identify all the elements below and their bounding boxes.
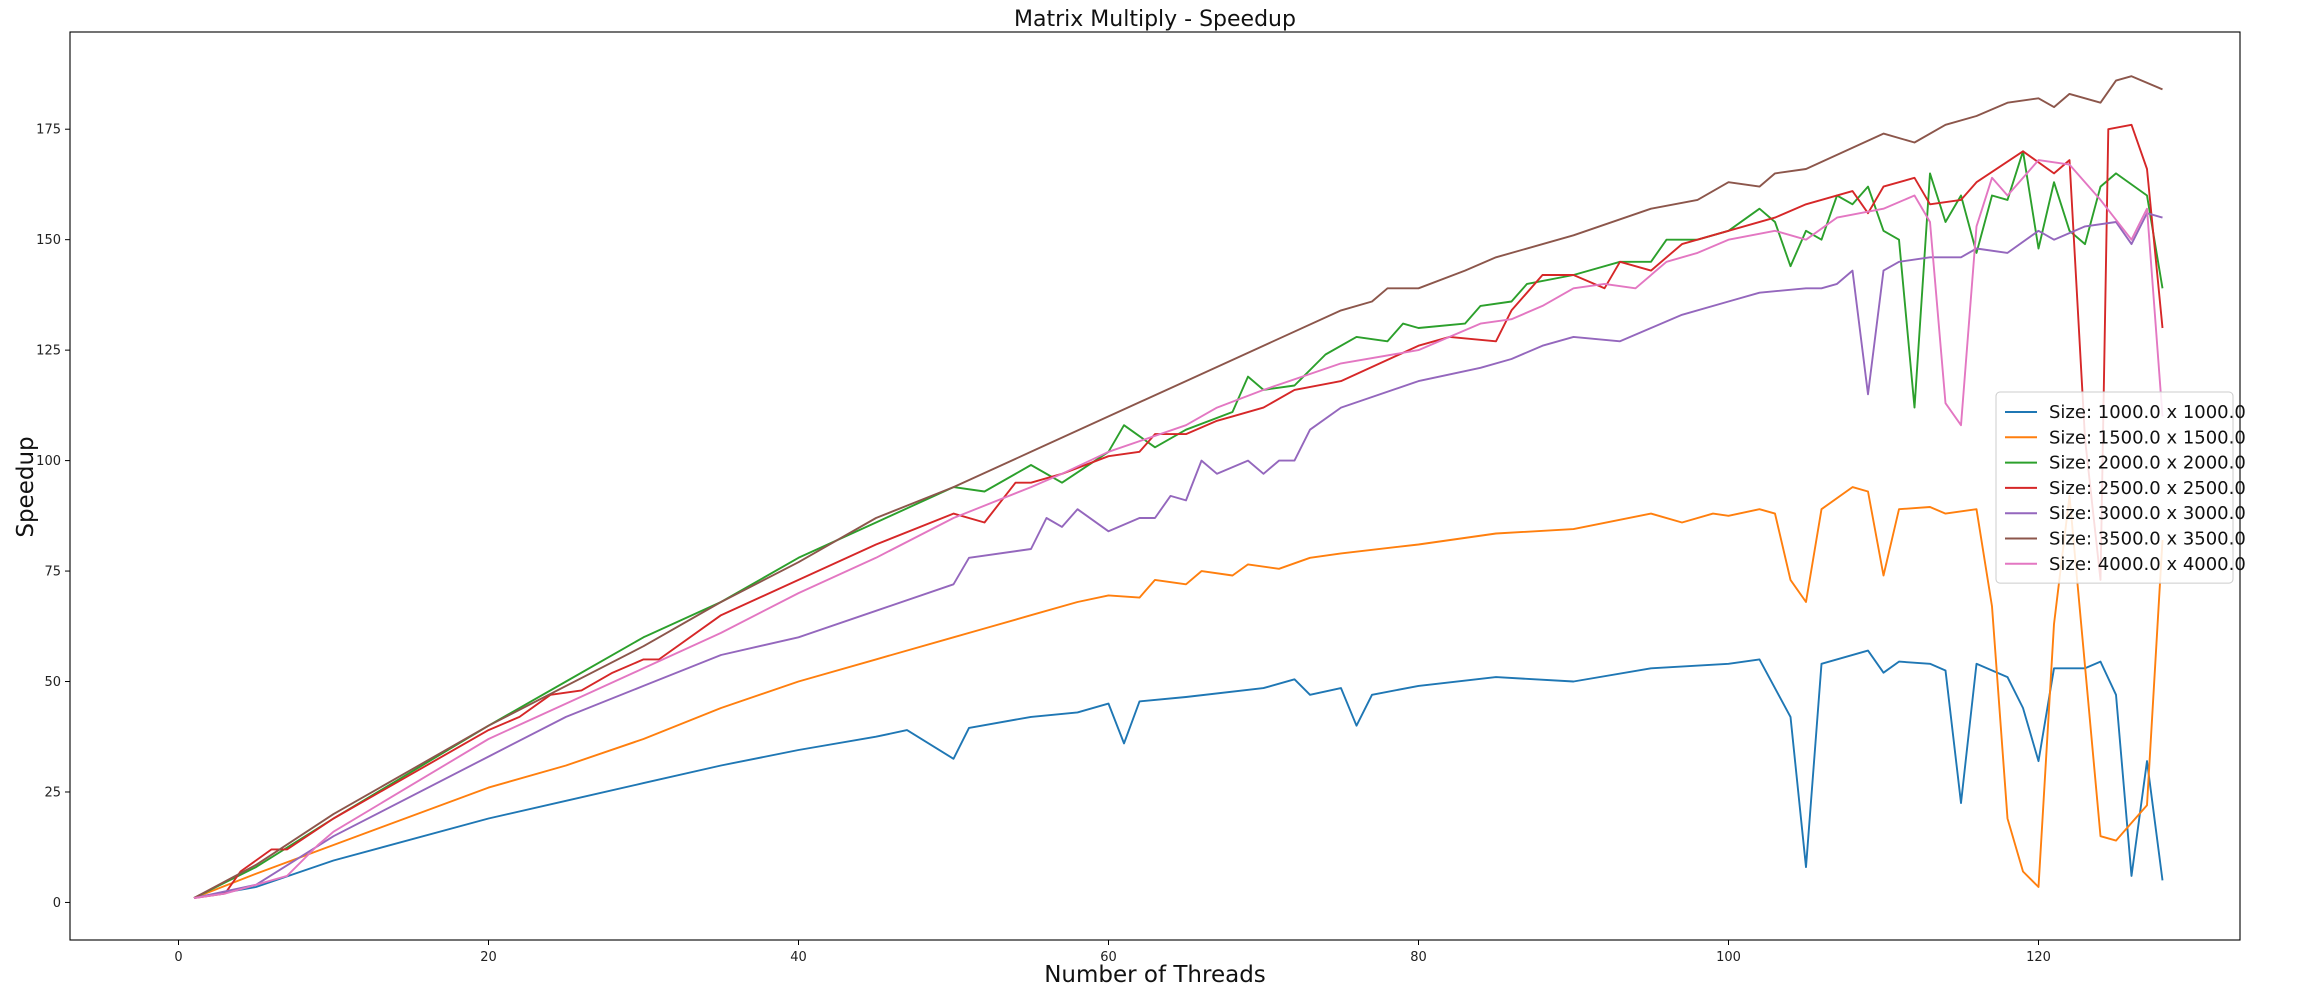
y-tick-label: 50 — [44, 675, 61, 690]
series-line-2 — [193, 486, 2164, 899]
series-line-6 — [193, 75, 2163, 899]
legend-label-1: Size: 1000.0 x 1000.0 — [2049, 402, 2246, 423]
y-tick-label: 125 — [36, 344, 61, 359]
y-tick-label: 25 — [44, 785, 61, 800]
series-line-1 — [193, 649, 2164, 899]
series-line-4 — [193, 123, 2164, 899]
y-axis-label: Speedup — [13, 436, 39, 537]
y-tick-label: 0 — [53, 896, 61, 911]
series-line-7 — [193, 159, 2164, 899]
x-tick-label: 60 — [1100, 950, 1117, 965]
legend-label-4: Size: 2500.0 x 2500.0 — [2049, 478, 2246, 499]
y-tick-label: 100 — [36, 454, 61, 469]
series-line-3 — [193, 150, 2164, 899]
x-tick-label: 40 — [790, 950, 807, 965]
chart-marks — [193, 75, 2164, 899]
legend-label-7: Size: 4000.0 x 4000.0 — [2049, 554, 2246, 575]
y-axis: 0 25 50 75 100 125 150 175 — [36, 123, 70, 911]
x-tick-label: 100 — [1716, 950, 1741, 965]
chart-title: Matrix Multiply - Speedup — [1014, 7, 1296, 32]
x-tick-label: 80 — [1410, 950, 1427, 965]
y-tick-label: 75 — [44, 565, 61, 580]
legend-label-5: Size: 3000.0 x 3000.0 — [2049, 503, 2246, 524]
legend: Size: 1000.0 x 1000.0 Size: 1500.0 x 1500… — [1995, 391, 2246, 584]
x-tick-label: 20 — [480, 950, 497, 965]
plot-frame — [69, 31, 2241, 941]
series-line-5 — [193, 212, 2163, 899]
x-tick-label: 0 — [174, 950, 182, 965]
y-tick-label: 175 — [36, 123, 61, 138]
x-axis-label: Number of Threads — [1044, 962, 1266, 988]
legend-box — [1995, 391, 2234, 584]
x-tick-label: 120 — [2026, 950, 2051, 965]
legend-label-3: Size: 2000.0 x 2000.0 — [2049, 453, 2246, 474]
y-tick-label: 150 — [36, 233, 61, 248]
x-axis: 0 20 40 60 80 100 120 — [174, 940, 2051, 965]
legend-label-6: Size: 3500.0 x 3500.0 — [2049, 529, 2246, 550]
legend-label-2: Size: 1500.0 x 1500.0 — [2049, 427, 2246, 448]
